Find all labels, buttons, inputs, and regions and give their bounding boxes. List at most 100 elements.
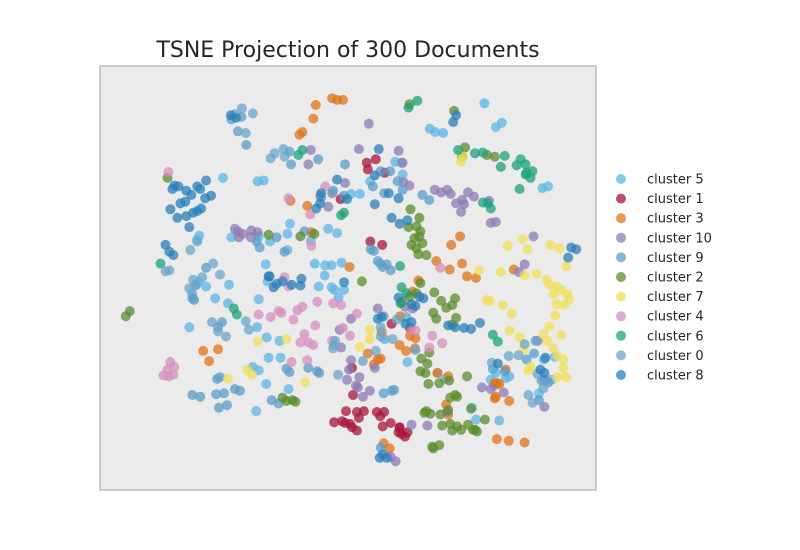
data-point: [364, 324, 375, 335]
data-point: [470, 424, 480, 435]
data-point: [302, 355, 313, 366]
data-point: [437, 338, 448, 349]
data-point: [490, 391, 501, 402]
data-point: [535, 364, 546, 375]
data-point: [504, 396, 515, 406]
data-point: [548, 343, 559, 354]
data-point: [444, 375, 455, 386]
data-point: [165, 204, 176, 215]
data-point: [281, 334, 292, 345]
data-point: [498, 387, 509, 398]
data-point: [377, 421, 388, 432]
data-point: [323, 201, 334, 212]
data-point: [201, 175, 212, 186]
data-point: [515, 154, 526, 165]
data-point: [285, 218, 295, 229]
data-point: [310, 320, 321, 331]
data-point: [477, 147, 488, 158]
data-point: [373, 144, 384, 155]
data-point: [502, 240, 513, 251]
data-point: [164, 265, 175, 276]
data-point: [473, 265, 484, 276]
data-point: [240, 316, 251, 327]
data-point: [410, 325, 421, 336]
data-point: [402, 357, 413, 367]
data-point: [326, 260, 337, 271]
data-point: [240, 128, 251, 138]
legend-marker: [616, 174, 626, 184]
data-point: [503, 435, 514, 446]
data-point: [277, 392, 288, 403]
data-point: [252, 322, 263, 333]
data-point: [192, 236, 203, 247]
data-point: [297, 145, 308, 155]
data-point: [393, 145, 404, 156]
data-point: [302, 200, 313, 211]
data-point: [420, 368, 431, 378]
legend-item: cluster 3: [616, 212, 704, 227]
data-point: [385, 265, 396, 276]
data-point: [351, 425, 362, 436]
data-point: [348, 390, 358, 400]
data-point: [299, 329, 310, 339]
data-point: [450, 293, 461, 304]
data-point: [186, 189, 197, 200]
data-point: [295, 280, 306, 291]
legend-label: cluster 9: [647, 251, 704, 266]
legend-item: cluster 2: [616, 271, 704, 286]
data-point: [400, 431, 410, 442]
data-point: [441, 302, 452, 313]
data-point: [437, 420, 448, 431]
data-point: [286, 279, 297, 290]
series-cluster-6: [155, 95, 538, 347]
data-point: [390, 456, 401, 467]
data-point: [336, 210, 347, 221]
data-point: [172, 212, 183, 223]
data-point: [224, 279, 234, 290]
data-point: [369, 170, 380, 181]
data-point: [212, 373, 223, 384]
data-point: [263, 352, 274, 363]
data-point: [309, 258, 320, 269]
data-point: [539, 401, 550, 412]
data-point: [375, 322, 386, 333]
legend-label: cluster 6: [647, 329, 704, 344]
series-cluster-2: [120, 99, 500, 454]
data-point: [482, 198, 493, 209]
data-point: [414, 212, 425, 223]
data-point: [489, 151, 500, 162]
legend-item: cluster 7: [616, 290, 704, 305]
data-point: [342, 194, 352, 205]
data-point: [213, 326, 223, 337]
data-point: [414, 291, 425, 302]
data-point: [457, 258, 468, 269]
data-point: [423, 379, 434, 389]
data-point: [208, 258, 219, 269]
data-point: [401, 345, 411, 356]
data-point: [198, 345, 209, 356]
data-point: [529, 348, 539, 359]
legend-marker: [616, 350, 626, 361]
data-point: [393, 193, 404, 204]
data-point: [338, 94, 348, 105]
data-point: [260, 259, 271, 270]
data-point: [521, 167, 532, 178]
data-point: [344, 262, 355, 272]
legend-label: cluster 1: [647, 192, 704, 207]
data-point: [263, 271, 274, 282]
data-point: [168, 250, 179, 261]
legend-item: cluster 5: [616, 173, 704, 188]
legend-marker: [616, 213, 626, 224]
data-point: [453, 145, 464, 155]
data-point: [184, 222, 195, 233]
data-point: [406, 239, 417, 250]
data-point: [422, 420, 433, 431]
data-point: [494, 415, 505, 426]
data-point: [550, 310, 561, 321]
data-point: [377, 262, 388, 272]
data-point: [492, 336, 503, 347]
data-point: [357, 391, 368, 402]
data-point: [551, 299, 562, 310]
data-point: [364, 334, 375, 345]
data-point: [401, 288, 412, 299]
